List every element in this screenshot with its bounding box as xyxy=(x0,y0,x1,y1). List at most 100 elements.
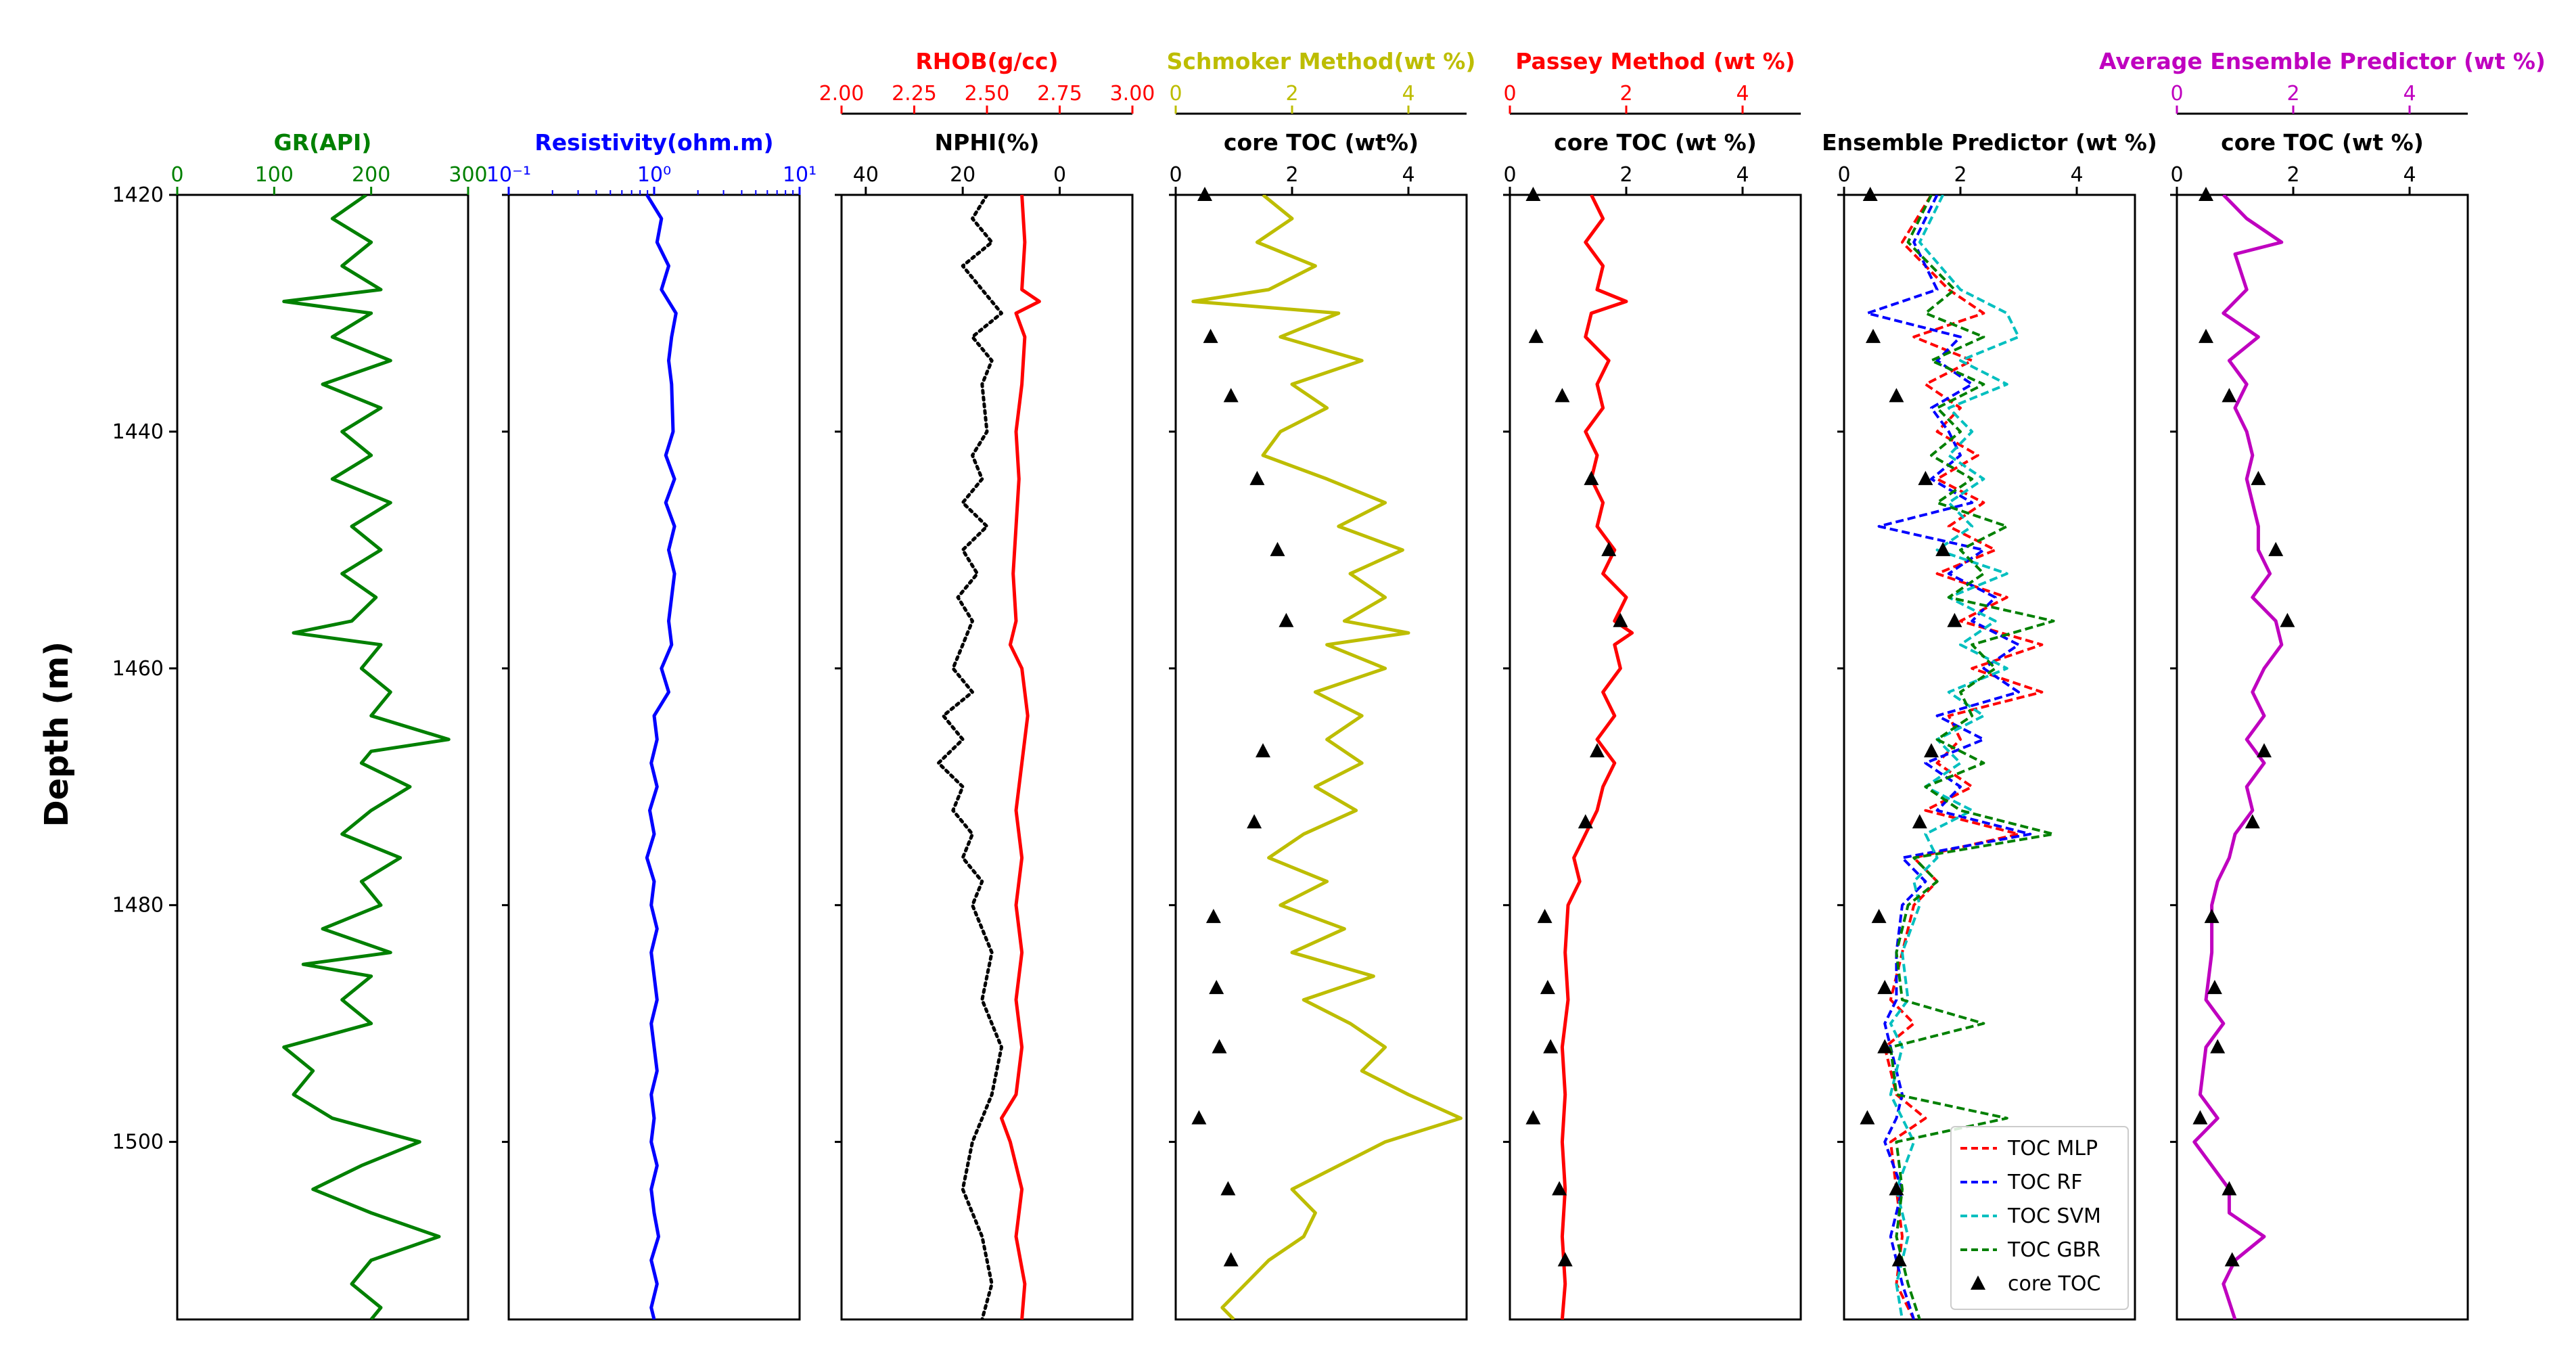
core-toc-marker xyxy=(1889,388,1904,403)
axis-tick-label: 0 xyxy=(1053,163,1066,187)
axis-tick-label: 200 xyxy=(352,163,390,187)
depth-axis-label: Depth (m) xyxy=(38,641,76,827)
core-toc-marker xyxy=(1249,470,1265,485)
axis-tick-label: 0 xyxy=(1169,163,1182,187)
axis-tick-label: 2.25 xyxy=(892,82,937,106)
axis-tick-label: 2.50 xyxy=(965,82,1010,106)
core-toc-marker xyxy=(2245,814,2260,829)
core-toc-marker xyxy=(1256,743,1270,758)
track-density: 2.00 2.25 2.50 2.75 3.00 RHOB(g/cc) 40 20 0 NPHI(… xyxy=(819,48,1155,1321)
core-toc-marker xyxy=(1877,980,1893,995)
axis-tick-label: 3.00 xyxy=(1110,82,1155,106)
legend-box xyxy=(1950,1126,2129,1310)
core-toc-marker xyxy=(2199,187,2213,201)
axis-label: Schmoker Method(wt %) xyxy=(1167,48,1476,74)
axis-tick-label: 10⁰ xyxy=(637,163,671,187)
axis-tick-label: 2 xyxy=(1619,82,1632,106)
core-toc-marker xyxy=(1528,328,1544,343)
axis-label: GR(API) xyxy=(274,129,372,156)
axis-tick-label: 0 xyxy=(1837,163,1850,187)
core-toc-marker xyxy=(1223,1252,1239,1267)
core-toc-marker xyxy=(1543,1039,1559,1054)
depth-tick-label: 1420 xyxy=(112,183,164,207)
core-toc-marker xyxy=(1590,743,1605,758)
axis-tick-label: 0 xyxy=(2170,163,2183,187)
axis-tick-label: 2 xyxy=(2286,82,2299,106)
core-toc-marker xyxy=(1601,541,1617,556)
track-frame xyxy=(1174,194,1468,1321)
track-ensemble: 0 2 4 Ensemble Predictor (wt %) TOC MLP TOC R… xyxy=(1822,129,2157,1321)
series-rhob xyxy=(1000,195,1041,1319)
axis-tick-label: 20 xyxy=(950,163,975,187)
depth-tick-label: 1480 xyxy=(112,894,164,918)
core-toc-marker xyxy=(1247,814,1262,829)
track-frame xyxy=(176,194,469,1321)
core-toc-marker xyxy=(1866,328,1881,343)
core-toc-marker xyxy=(1578,814,1593,829)
track-frame xyxy=(1843,194,2136,1321)
core-toc-marker xyxy=(2222,388,2237,403)
core-toc-marker xyxy=(2268,541,2284,556)
axis-label: core TOC (wt %) xyxy=(2221,129,2424,156)
series-nphi xyxy=(936,195,1003,1319)
core-toc-marker xyxy=(1891,1252,1907,1267)
axis-label: Ensemble Predictor (wt %) xyxy=(1822,129,2157,156)
series-toc-mlp xyxy=(1883,195,2044,1319)
depth-tick-label: 1440 xyxy=(112,420,164,444)
track-frame xyxy=(840,194,1134,1321)
core-toc-marker xyxy=(2192,1110,2208,1125)
track-gr: 0 100 200 300 GR(API) xyxy=(170,129,488,1321)
series-resistivity xyxy=(645,195,678,1319)
axis-tick-label: 4 xyxy=(2403,82,2416,106)
axis-tick-label: 40 xyxy=(853,163,879,187)
axis-label: core TOC (wt %) xyxy=(1554,129,1757,156)
series-gr xyxy=(282,195,451,1319)
core-toc-marker xyxy=(2222,1181,2237,1196)
core-toc-marker xyxy=(1279,612,1294,627)
track-res: 10⁻¹ 10⁰ 10¹ Resistivity(ohm.m) xyxy=(486,129,816,1321)
core-toc-marker xyxy=(1860,1110,1875,1125)
axis-label: Resistivity(ohm.m) xyxy=(534,129,773,156)
core-toc-marker xyxy=(1537,909,1552,924)
legend-marker xyxy=(1971,1275,1985,1290)
axis-tick-label: 10⁻¹ xyxy=(486,163,531,187)
axis-tick-label: 4 xyxy=(1736,82,1749,106)
axis-tick-label: 0 xyxy=(1169,82,1182,106)
core-toc-marker xyxy=(2257,743,2272,758)
axis-tick-label: 0 xyxy=(1503,163,1516,187)
axis-tick-label: 2 xyxy=(1285,163,1298,187)
axis-tick-label: 4 xyxy=(1402,163,1414,187)
core-toc-marker xyxy=(1223,388,1239,403)
core-toc-marker xyxy=(1552,1181,1567,1196)
axis-tick-label: 2 xyxy=(1285,82,1298,106)
axis-tick-label: 4 xyxy=(1736,163,1749,187)
axis-tick-label: 10¹ xyxy=(783,163,816,187)
core-toc-marker xyxy=(1871,909,1887,924)
track-passey: 0 2 4 Passey Method (wt %) 0 2 4 core TOC (wt %… xyxy=(1503,48,1802,1321)
depth-tick-label: 1500 xyxy=(112,1131,164,1154)
series-passey xyxy=(1560,195,1634,1319)
legend-label: TOC GBR xyxy=(2007,1238,2100,1262)
core-toc-marker xyxy=(1220,1181,1236,1196)
axis-label: Average Ensemble Predictor (wt %) xyxy=(2099,48,2546,74)
axis-tick-label: 4 xyxy=(2403,163,2416,187)
core-toc-marker xyxy=(1557,1252,1573,1267)
track-average: 0 2 4 Average Ensemble Predictor (wt %) 0 2 4 c… xyxy=(2099,48,2546,1321)
axis-tick-label: 4 xyxy=(2070,163,2083,187)
core-toc-marker xyxy=(2204,909,2220,924)
core-toc-marker xyxy=(1205,909,1221,924)
core-toc-marker xyxy=(1935,541,1951,556)
track-schmoker: 0 2 4 Schmoker Method(wt %) 0 2 4 core TOC (wt%… xyxy=(1167,48,1476,1321)
series-toc-gbr xyxy=(1889,195,2055,1319)
depth-tick-label: 1460 xyxy=(112,657,164,681)
core-toc-marker xyxy=(1209,980,1224,995)
core-toc-marker xyxy=(1197,187,1212,201)
core-toc-marker xyxy=(2251,470,2266,485)
axis-tick-label: 100 xyxy=(255,163,294,187)
core-toc-marker xyxy=(1525,1110,1541,1125)
axis-tick-label: 4 xyxy=(1402,82,1414,106)
core-toc-marker xyxy=(1862,187,1878,201)
core-toc-marker xyxy=(1203,328,1218,343)
